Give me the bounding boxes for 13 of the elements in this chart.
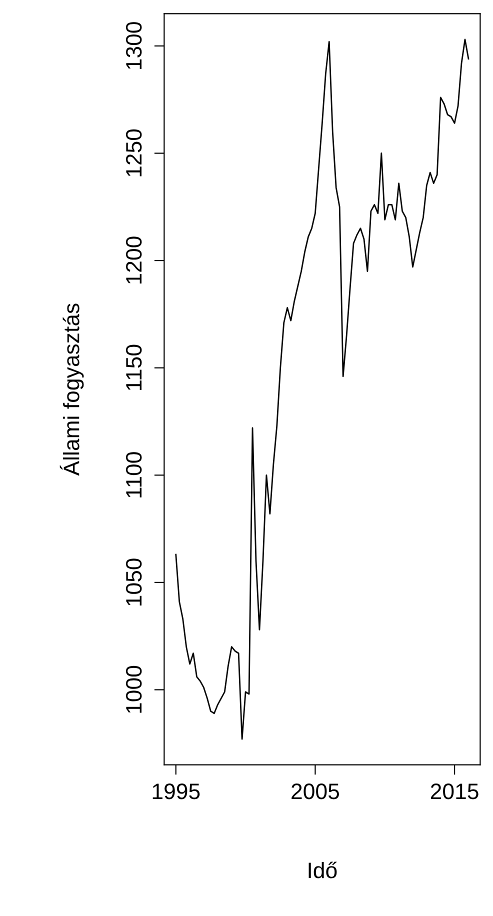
line-series: [175, 38, 470, 740]
y-tick-label: 1000: [126, 666, 142, 713]
y-tick-label: 1200: [126, 236, 142, 284]
x-axis-title: Idő: [308, 862, 337, 878]
y-tick-label: 1250: [126, 129, 142, 176]
y-tick-label: 1150: [126, 344, 142, 390]
y-axis-title: Állami fogyasztás: [60, 304, 84, 476]
x-tick-label: 2005: [292, 784, 339, 800]
y-tick-label: 1100: [126, 452, 142, 498]
y-tick-label: 1050: [126, 558, 142, 606]
x-tick-label: 2015: [430, 784, 478, 800]
x-tick-label: 1995: [152, 784, 200, 800]
y-tick-label: 1300: [126, 22, 142, 69]
